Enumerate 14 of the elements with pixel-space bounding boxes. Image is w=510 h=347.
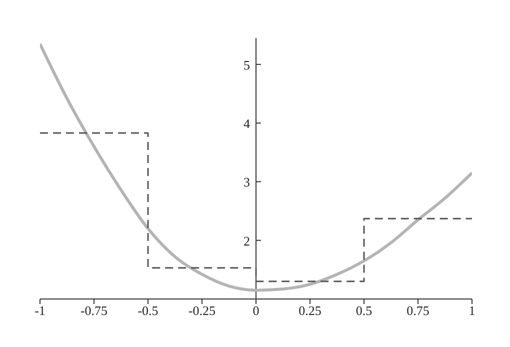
x-tick-label: -0.75 — [80, 303, 108, 318]
x-tick-label: -0.5 — [138, 303, 158, 318]
x-tick-label: 0.25 — [298, 303, 322, 318]
x-tick-label: 0 — [252, 303, 260, 318]
x-tick-label: 1 — [468, 303, 476, 318]
y-tick-label: 5 — [244, 57, 250, 72]
line-series — [40, 42, 472, 292]
y-tick-label: 3 — [244, 174, 250, 190]
y-tick-label: 2 — [244, 233, 250, 248]
y-tick-label: 4 — [244, 116, 250, 132]
x-tick-label: 0.5 — [356, 303, 372, 318]
x-tick-label: 0.75 — [406, 303, 430, 318]
x-tick-label: -0.25 — [188, 303, 216, 318]
x-tick-label: -1 — [34, 303, 46, 318]
